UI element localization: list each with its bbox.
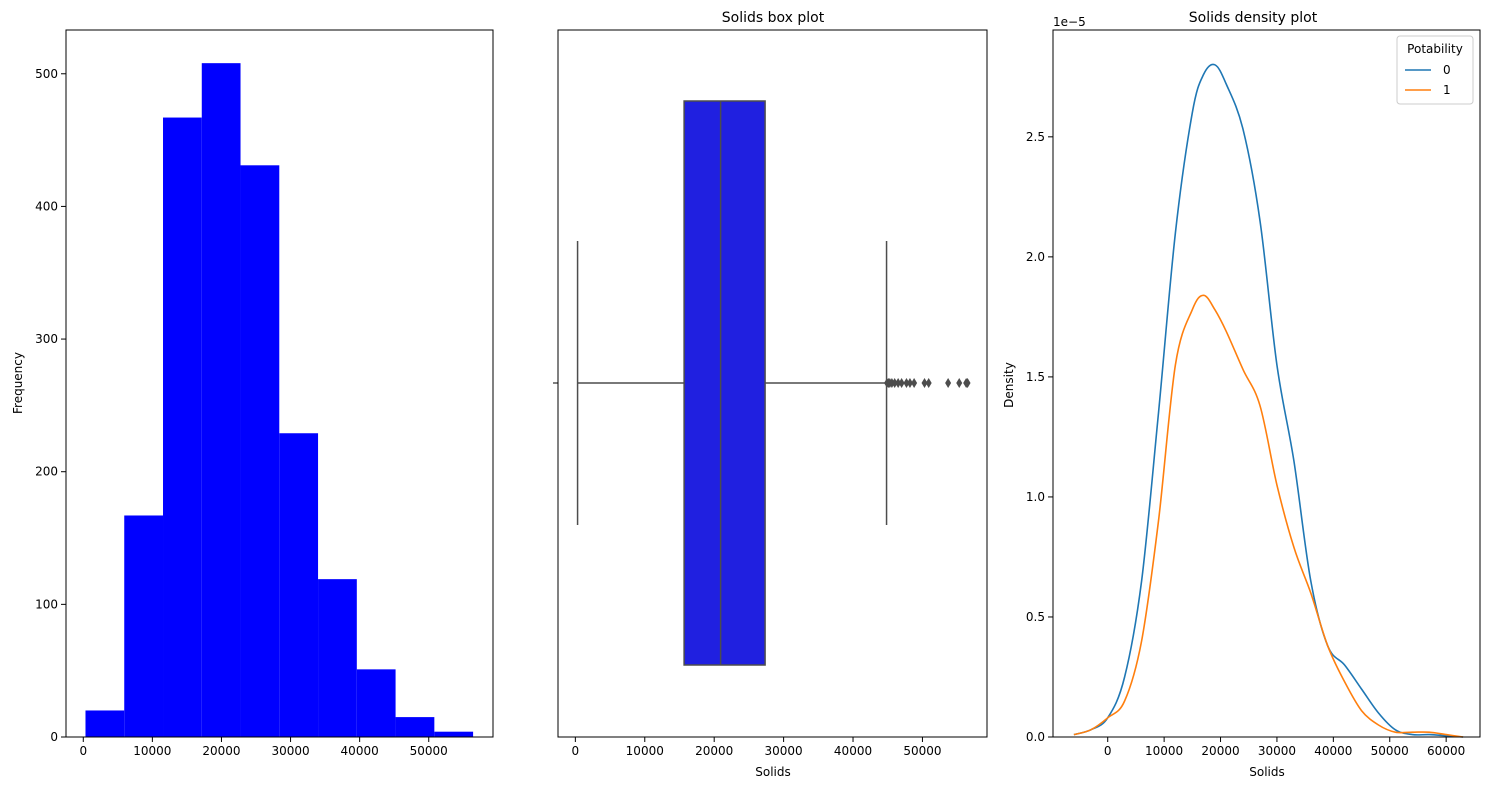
y-tick-label: 1.0 bbox=[1026, 490, 1045, 504]
x-tick-label: 30000 bbox=[1258, 744, 1296, 758]
x-tick-label: 30000 bbox=[271, 744, 309, 758]
density-line-1 bbox=[1073, 294, 1464, 738]
y-tick-label: 2.5 bbox=[1026, 130, 1045, 144]
outlier-marker bbox=[911, 378, 918, 388]
x-tick-label: 10000 bbox=[133, 744, 171, 758]
density-offset-label: 1e−5 bbox=[1053, 15, 1086, 29]
box-plot-elements bbox=[576, 100, 971, 666]
y-tick-label: 0.0 bbox=[1026, 730, 1045, 744]
histogram-frame bbox=[65, 29, 494, 738]
density-y-axis-label: Density bbox=[1002, 362, 1016, 408]
histogram-x-ticks: 0 10000 20000 30000 40000 50000 bbox=[79, 737, 448, 758]
x-tick-label: 50000 bbox=[903, 744, 941, 758]
x-tick-label: 10000 bbox=[626, 744, 664, 758]
density-y-ticks: 0.0 0.5 1.0 1.5 2.0 2.5 bbox=[1026, 130, 1053, 744]
outlier-marker bbox=[903, 378, 910, 388]
density-line-0 bbox=[1073, 63, 1464, 738]
y-tick-label: 500 bbox=[35, 67, 58, 81]
outlier-marker bbox=[964, 378, 971, 388]
y-tick-label: 2.0 bbox=[1026, 250, 1045, 264]
y-tick-label: 0 bbox=[50, 730, 58, 744]
box-plot-panel: Solids box plot 0 10000 20000 30000 40000 500… bbox=[553, 10, 988, 779]
box-plot-x-axis-label: Solids bbox=[755, 765, 791, 779]
outlier-marker bbox=[925, 378, 932, 388]
x-tick-label: 40000 bbox=[341, 744, 379, 758]
histogram-bar bbox=[318, 579, 357, 737]
histogram-y-axis-label: Frequency bbox=[11, 352, 25, 414]
density-plot-panel: Solids density plot 1e−5 0 10000 20000 3000… bbox=[1002, 10, 1481, 779]
density-x-ticks: 0 10000 20000 30000 40000 50000 60000 bbox=[1104, 737, 1465, 758]
x-tick-label: 20000 bbox=[1201, 744, 1239, 758]
legend-label-1: 1 bbox=[1443, 83, 1451, 97]
x-tick-label: 0 bbox=[572, 744, 580, 758]
density-plot-frame bbox=[1052, 29, 1481, 738]
density-lines bbox=[1073, 63, 1464, 738]
iqr-box bbox=[683, 100, 766, 666]
x-tick-label: 0 bbox=[1104, 744, 1112, 758]
histogram-bar bbox=[434, 731, 474, 737]
box-plot-x-ticks: 0 10000 20000 30000 40000 50000 bbox=[572, 737, 942, 758]
x-tick-label: 50000 bbox=[1371, 744, 1409, 758]
outlier-marker bbox=[945, 378, 952, 388]
x-tick-label: 20000 bbox=[202, 744, 240, 758]
x-tick-label: 20000 bbox=[695, 744, 733, 758]
histogram-bar bbox=[395, 717, 435, 737]
density-x-axis-label: Solids bbox=[1249, 765, 1285, 779]
x-tick-label: 40000 bbox=[1314, 744, 1352, 758]
histogram-bars bbox=[85, 63, 474, 738]
outlier-marker bbox=[891, 378, 898, 388]
histogram-bar bbox=[163, 117, 202, 738]
x-tick-label: 60000 bbox=[1427, 744, 1465, 758]
x-tick-label: 30000 bbox=[765, 744, 803, 758]
histogram-y-ticks: 0 100 200 300 400 500 bbox=[35, 67, 66, 744]
y-tick-label: 200 bbox=[35, 465, 58, 479]
y-tick-label: 400 bbox=[35, 199, 58, 213]
outlier-marker bbox=[898, 378, 905, 388]
y-tick-label: 100 bbox=[35, 597, 58, 611]
y-tick-label: 1.5 bbox=[1026, 370, 1045, 384]
box-plot-title: Solids box plot bbox=[722, 10, 825, 26]
x-tick-label: 40000 bbox=[834, 744, 872, 758]
x-tick-label: 0 bbox=[79, 744, 87, 758]
histogram-panel: 0 10000 20000 30000 40000 50000 0 100 200 300 400… bbox=[11, 29, 494, 758]
density-plot-title: Solids density plot bbox=[1189, 10, 1318, 26]
histogram-bar bbox=[201, 63, 241, 737]
histogram-bar bbox=[356, 669, 396, 737]
y-tick-label: 0.5 bbox=[1026, 610, 1045, 624]
x-tick-label: 10000 bbox=[1145, 744, 1183, 758]
histogram-bar bbox=[85, 710, 125, 737]
histogram-bar bbox=[279, 433, 319, 737]
density-legend: Potability 0 1 bbox=[1396, 35, 1474, 105]
legend-label-0: 0 bbox=[1443, 63, 1451, 77]
legend-title: Potability bbox=[1407, 42, 1463, 56]
histogram-bar bbox=[240, 165, 280, 737]
legend-box bbox=[1396, 35, 1474, 105]
outlier-marker bbox=[921, 378, 928, 388]
y-tick-label: 300 bbox=[35, 332, 58, 346]
x-tick-label: 50000 bbox=[410, 744, 448, 758]
histogram-bar bbox=[124, 515, 164, 737]
outlier-marker bbox=[956, 378, 963, 388]
outlier-marker bbox=[906, 378, 913, 388]
outlier-marker bbox=[895, 378, 902, 388]
